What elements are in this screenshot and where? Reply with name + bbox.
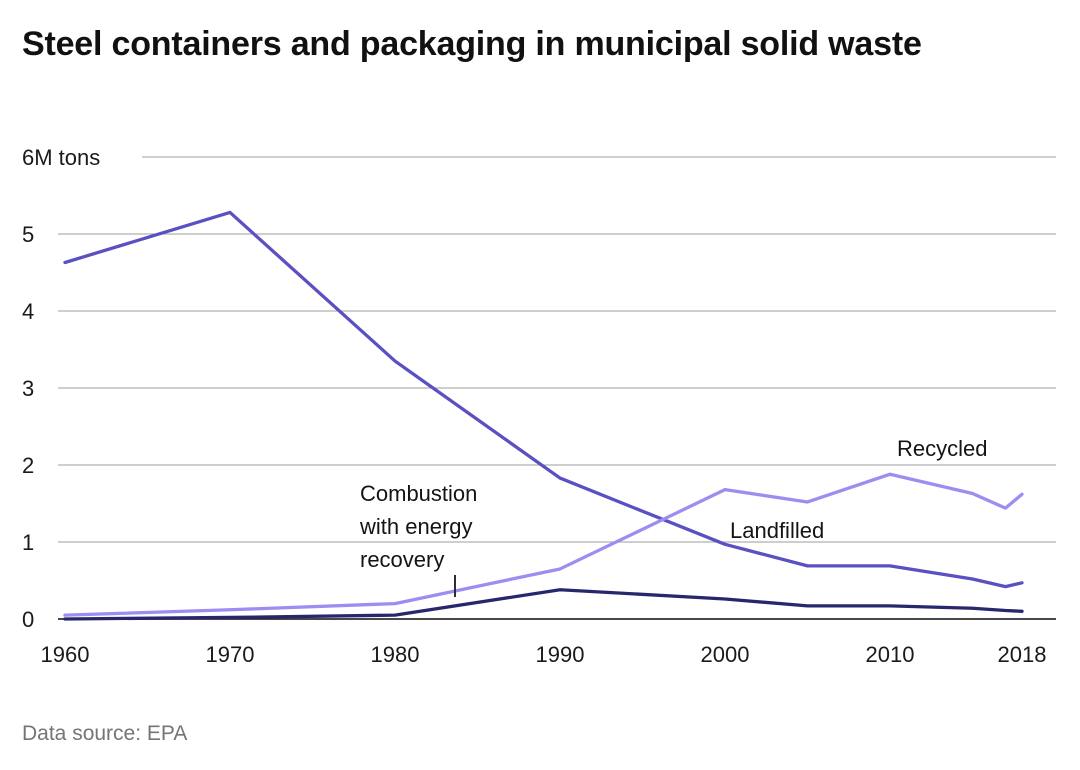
x-axis-tick-label: 2000: [701, 642, 750, 667]
chart-title: Steel containers and packaging in munici…: [22, 25, 922, 63]
x-axis-tick-label: 2018: [998, 642, 1047, 667]
series-line-combustion: [63, 588, 1024, 621]
x-axis-tick-label: 1960: [41, 642, 90, 667]
y-axis-tick-label: 0: [22, 607, 34, 632]
x-axis-tick-label: 1970: [206, 642, 255, 667]
series-line-landfilled: [63, 210, 1024, 589]
y-axis-tick-label: 4: [22, 299, 34, 324]
y-axis-tick-label: 6M tons: [22, 145, 100, 170]
annotation-pointer-line: [454, 575, 456, 597]
annotation-landfilled-label: Landfilled: [730, 518, 825, 543]
annotation-recycled-label: Recycled: [897, 436, 988, 461]
y-axis-tick-label: 1: [22, 530, 34, 555]
series-line-recycled: [63, 472, 1024, 617]
y-axis-tick-label: 5: [22, 222, 34, 247]
x-axis-tick-label: 1990: [536, 642, 585, 667]
x-axis-tick-label: 1980: [371, 642, 420, 667]
y-axis-tick-label: 3: [22, 376, 34, 401]
y-axis-tick-label: 2: [22, 453, 34, 478]
x-axis-tick-label: 2010: [866, 642, 915, 667]
annotation-combustion-label: Combustion with energy recovery: [360, 481, 478, 572]
data-source-label: Data source: EPA: [22, 722, 188, 745]
